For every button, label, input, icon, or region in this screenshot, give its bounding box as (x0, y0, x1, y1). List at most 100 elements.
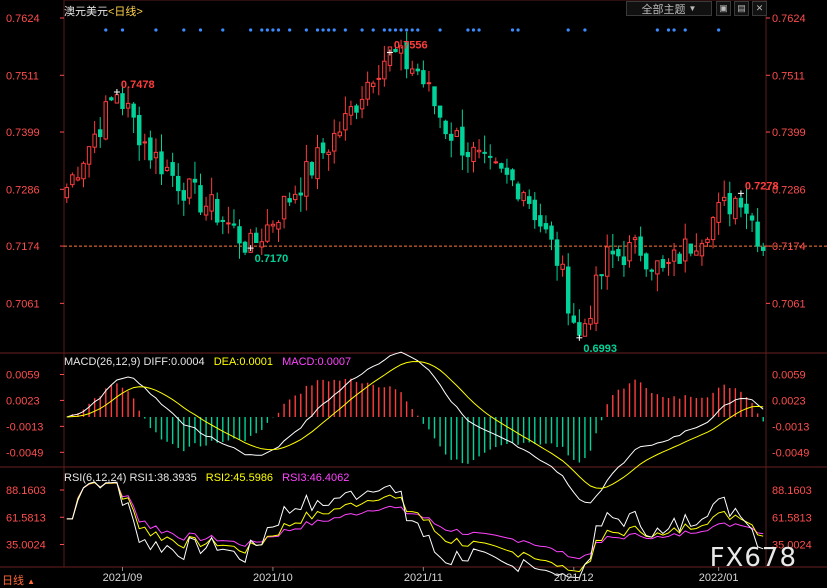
candle-body (248, 232, 253, 253)
candle-body (448, 133, 454, 141)
signal-dot (260, 28, 264, 32)
layout-a-button[interactable]: ▣ (716, 1, 731, 16)
candle-body (755, 221, 760, 247)
candle-body (148, 137, 153, 161)
y-tick-label-right: 0.7399 (772, 127, 806, 139)
watermark-logo: FX678 (709, 543, 797, 573)
signal-dot (683, 28, 687, 32)
candle-body (181, 190, 187, 201)
rsi-y-tick-right: 61.5813 (772, 512, 812, 524)
candle-body (86, 146, 92, 165)
candle-body (103, 101, 109, 140)
candle-body (638, 236, 643, 256)
signal-dot (405, 28, 409, 32)
candle-body (738, 197, 744, 208)
x-tick-label: 2021/10 (253, 572, 293, 584)
theme-dropdown[interactable]: 全部主题 ▼ (626, 1, 712, 16)
candle-body (699, 243, 705, 257)
signal-dot (304, 28, 308, 32)
annotation-label: 0.7556 (394, 39, 428, 51)
signal-dot (271, 28, 275, 32)
signal-dot (343, 28, 347, 32)
candle-body (281, 195, 287, 220)
y-tick-label-left: 0.7174 (6, 241, 40, 253)
candle-body (649, 269, 655, 272)
y-tick-label-left: 0.7061 (6, 298, 40, 310)
macd-macd-value: MACD:0.0007 (282, 356, 352, 368)
close-icon: ✕ (755, 3, 764, 13)
candle-body (616, 249, 621, 257)
annotation-label: 0.7478 (121, 79, 155, 91)
signal-dot (672, 28, 676, 32)
candle-body (526, 196, 532, 204)
chart-title: 澳元美元<日线> (64, 3, 143, 19)
candle-body (593, 274, 599, 324)
signal-dot (477, 28, 481, 32)
rsi-panel: 88.1603 88.1603 61.5813 61.5813 35.0024 35.00… (6, 481, 812, 579)
candle-body (220, 219, 226, 222)
candle-body (64, 187, 70, 199)
layout-b-button[interactable]: ▤ (734, 1, 749, 16)
candle-body (226, 222, 231, 225)
candle-body (404, 42, 409, 70)
signal-dot (221, 28, 225, 32)
close-button[interactable]: ✕ (752, 1, 767, 16)
annotation-label: 0.7278 (745, 180, 779, 192)
signal-dot (360, 28, 364, 32)
candle-body (421, 70, 426, 85)
candle-body (454, 130, 460, 137)
chevron-down-icon: ▼ (688, 4, 697, 13)
candle-body (348, 106, 354, 116)
candle-body (694, 250, 699, 256)
signal-dot (321, 28, 325, 32)
rsi-y-tick-right: 35.0024 (772, 539, 812, 551)
y-tick-label-left: 0.7399 (6, 127, 40, 139)
candle-body (253, 232, 259, 244)
candle-body (409, 68, 415, 74)
candle-body (370, 82, 376, 88)
x-tick-label: 2021/09 (103, 572, 143, 584)
period-tab[interactable]: 日线 ▲ (2, 572, 35, 588)
period-label[interactable]: <日线> (108, 6, 143, 18)
candle-body (298, 192, 304, 196)
candle-body (549, 225, 554, 240)
candle-body (521, 192, 526, 202)
x-tick-label: 2021/12 (554, 572, 594, 584)
candle-body (331, 132, 337, 152)
rsi2-line (66, 481, 764, 573)
candle-body (465, 151, 471, 158)
candle-body (460, 126, 465, 156)
candle-body (164, 166, 170, 171)
candle-body (599, 274, 604, 277)
y-tick-label-left: 0.7624 (6, 13, 40, 25)
candle-body (287, 198, 292, 203)
candle-body (109, 97, 114, 101)
signal-dot (332, 28, 336, 32)
signal-dot (198, 28, 203, 32)
candle-body (142, 141, 148, 144)
candle-body (660, 259, 666, 268)
y-tick-label-right: 0.7174 (772, 241, 806, 253)
candle-body (242, 241, 248, 253)
candle-body (387, 46, 393, 66)
period-tab-label: 日线 (2, 575, 24, 587)
signal-dot (276, 28, 281, 32)
macd-panel: 0.0059 0.0059 0.0023 0.0023 -0.0013 -0.0013 -0… (6, 351, 809, 504)
signal-dot (154, 28, 158, 32)
candle-body (671, 249, 677, 262)
candle-body (70, 174, 75, 186)
signal-dots (104, 28, 721, 32)
candle-body (187, 178, 192, 199)
signal-dot (393, 28, 398, 32)
candle-body (153, 151, 159, 159)
candle-body (292, 193, 298, 201)
x-axis-ticks: 2021/09 2021/10 2021/11 2021/12 2022/01 (103, 567, 739, 584)
candle-body (382, 60, 387, 80)
candle-body (209, 194, 214, 212)
candle-body (721, 196, 727, 202)
candle-body (437, 105, 443, 118)
signal-dot (182, 28, 186, 32)
window-icon: ▣ (719, 3, 728, 13)
candle-body (510, 169, 515, 181)
